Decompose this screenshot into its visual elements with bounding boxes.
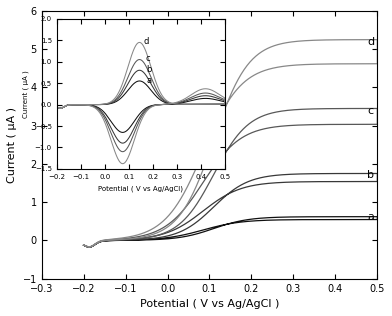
Y-axis label: Current ( μA ): Current ( μA ) xyxy=(7,107,17,183)
Text: d: d xyxy=(367,37,374,47)
X-axis label: Potential ( V vs Ag/AgCl ): Potential ( V vs Ag/AgCl ) xyxy=(140,299,279,309)
Text: b: b xyxy=(367,170,374,179)
Text: c: c xyxy=(367,106,374,116)
Text: a: a xyxy=(367,212,374,222)
